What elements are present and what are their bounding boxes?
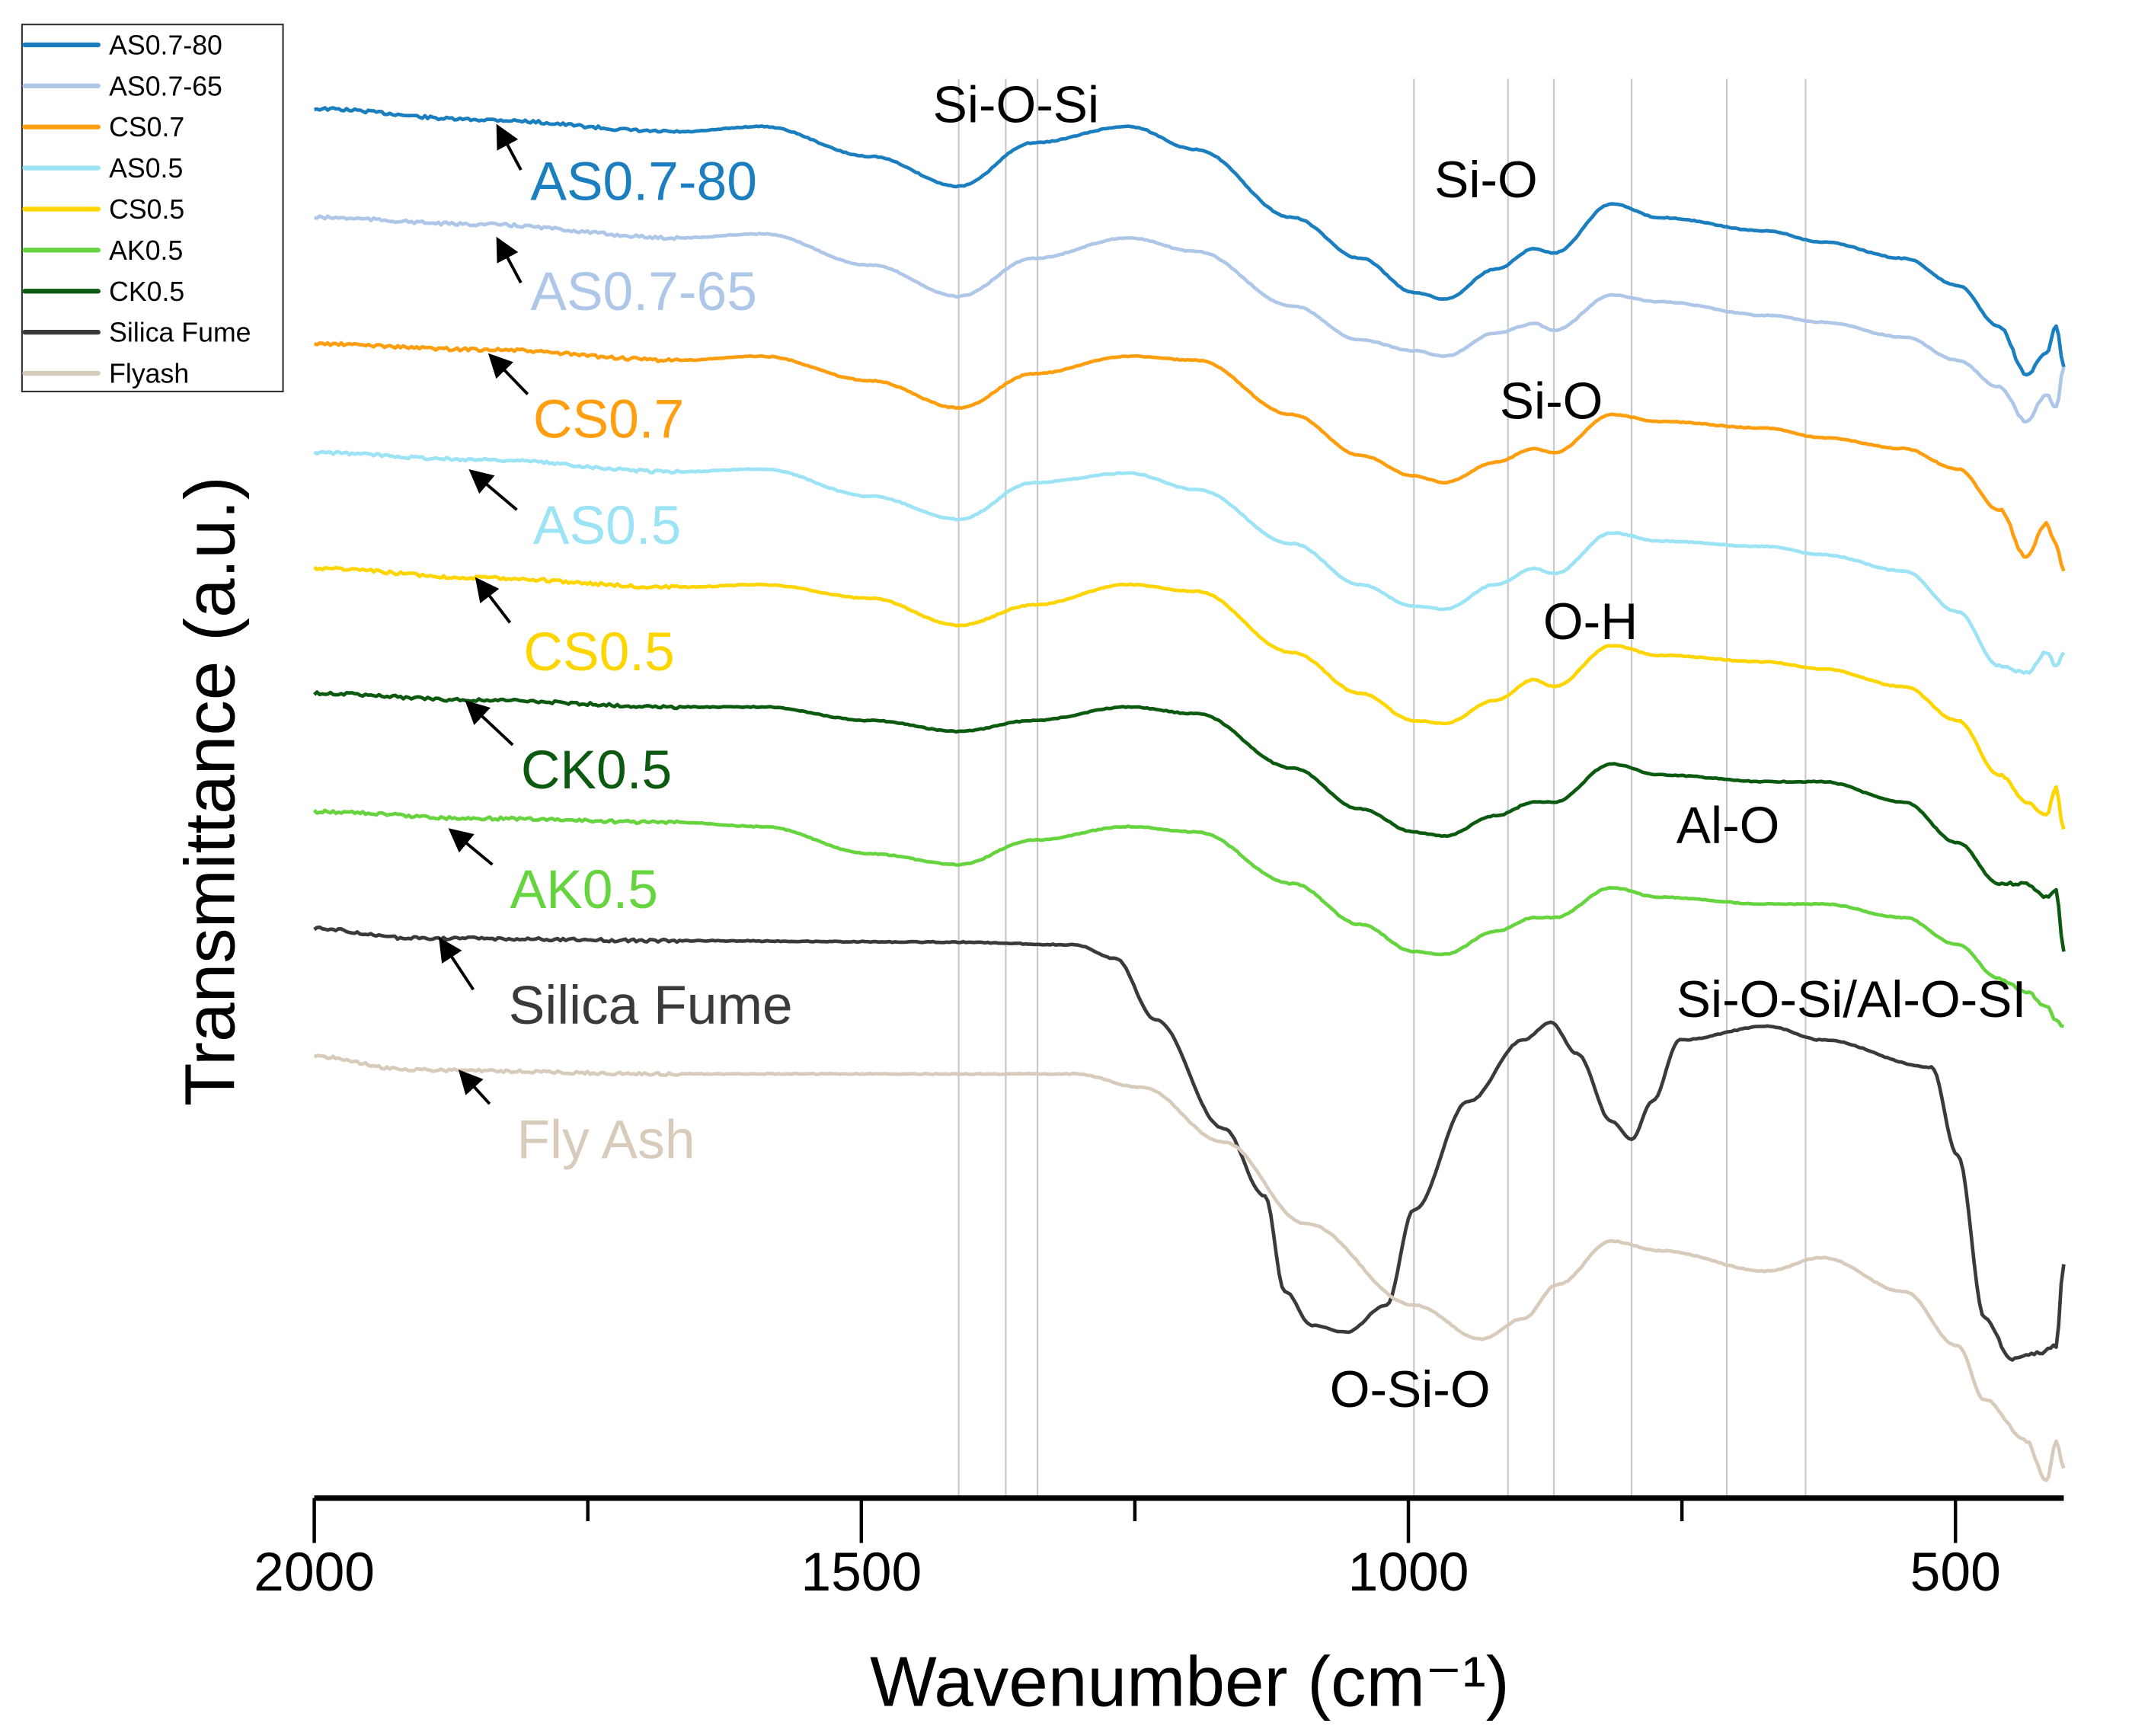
arrow-icon — [468, 468, 518, 511]
band-annotation: Si-O — [1434, 152, 1538, 209]
legend-entry: AS0.7-65 — [109, 71, 222, 101]
series-line-as0-7-65 — [314, 214, 2066, 424]
arrow-icon — [475, 577, 512, 624]
series-line-ak0-5 — [312, 808, 2064, 1028]
series-label: Fly Ash — [517, 1110, 695, 1171]
reference-lines — [957, 78, 1807, 1498]
arrow-icon — [465, 700, 514, 747]
series-label: CK0.5 — [521, 740, 672, 801]
band-annotation: Si-O-Si — [933, 77, 1099, 134]
band-annotations: Si-O-Si Si-O Si-O O-H Al-O Si-O-Si/Al-O-SI O-S… — [933, 77, 2027, 1418]
series-line-silica-fume — [313, 925, 2066, 1362]
legend-entry: CS0.5 — [109, 194, 184, 225]
series-label: Silica Fume — [509, 975, 793, 1036]
series-label: AS0.5 — [533, 495, 681, 556]
legend-entry: CK0.5 — [109, 277, 184, 307]
band-annotation: O-H — [1543, 593, 1638, 651]
legend-entry: Silica Fume — [109, 318, 251, 348]
legend-entry: Flyash — [109, 359, 189, 389]
legend-entry: CS0.7 — [109, 112, 184, 142]
band-annotation: Si-O-Si/Al-O-SI — [1677, 971, 2027, 1028]
arrow-icon — [439, 937, 475, 991]
series-label: CS0.5 — [523, 622, 674, 683]
arrow-icon — [448, 828, 494, 866]
legend-entry: AS0.7-80 — [109, 30, 222, 60]
x-tick-label: 2000 — [254, 1542, 375, 1603]
y-axis-title: Transmittance (a.u.) — [170, 476, 249, 1106]
x-axis-title: Wavenumber (cm⁻¹) — [870, 1642, 1510, 1722]
arrow-icon — [496, 123, 523, 171]
series-line-as0-7-80 — [314, 106, 2066, 377]
band-annotation: O-Si-O — [1330, 1361, 1491, 1418]
series-label: CS0.7 — [533, 389, 684, 450]
legend-entry: AK0.5 — [109, 235, 183, 266]
band-annotation: Si-O — [1500, 373, 1603, 430]
arrow-icon — [496, 236, 523, 284]
series-label: AS0.7-65 — [530, 261, 757, 322]
x-tick-label: 500 — [1910, 1542, 2001, 1603]
x-tick-label: 1500 — [801, 1542, 922, 1603]
series-labels: AS0.7-80 AS0.7-65 CS0.7 AS0.5 CS0.5 AK0.5 CK0.… — [439, 123, 793, 1171]
arrow-icon — [458, 1069, 491, 1105]
x-axis: 2000 1500 1000 500 — [254, 1495, 2064, 1603]
series-line-cs0-7 — [313, 340, 2066, 572]
series-line-ck0-5 — [312, 690, 2066, 952]
series-label: AK0.5 — [510, 859, 658, 920]
legend: AS0.7-80 AS0.7-65 CS0.7 AS0.5 CS0.5 AK0.5 CK0.… — [21, 24, 284, 393]
series-line-as0-5 — [313, 449, 2066, 675]
arrow-icon — [487, 353, 529, 395]
legend-entry: AS0.5 — [109, 153, 183, 184]
spectra — [312, 106, 2066, 1482]
series-line-flyash — [313, 1053, 2066, 1482]
series-line-cs0-5 — [313, 565, 2066, 830]
series-label: AS0.7-80 — [530, 151, 757, 212]
band-annotation: Al-O — [1677, 797, 1780, 854]
x-tick-label: 1000 — [1348, 1542, 1469, 1603]
